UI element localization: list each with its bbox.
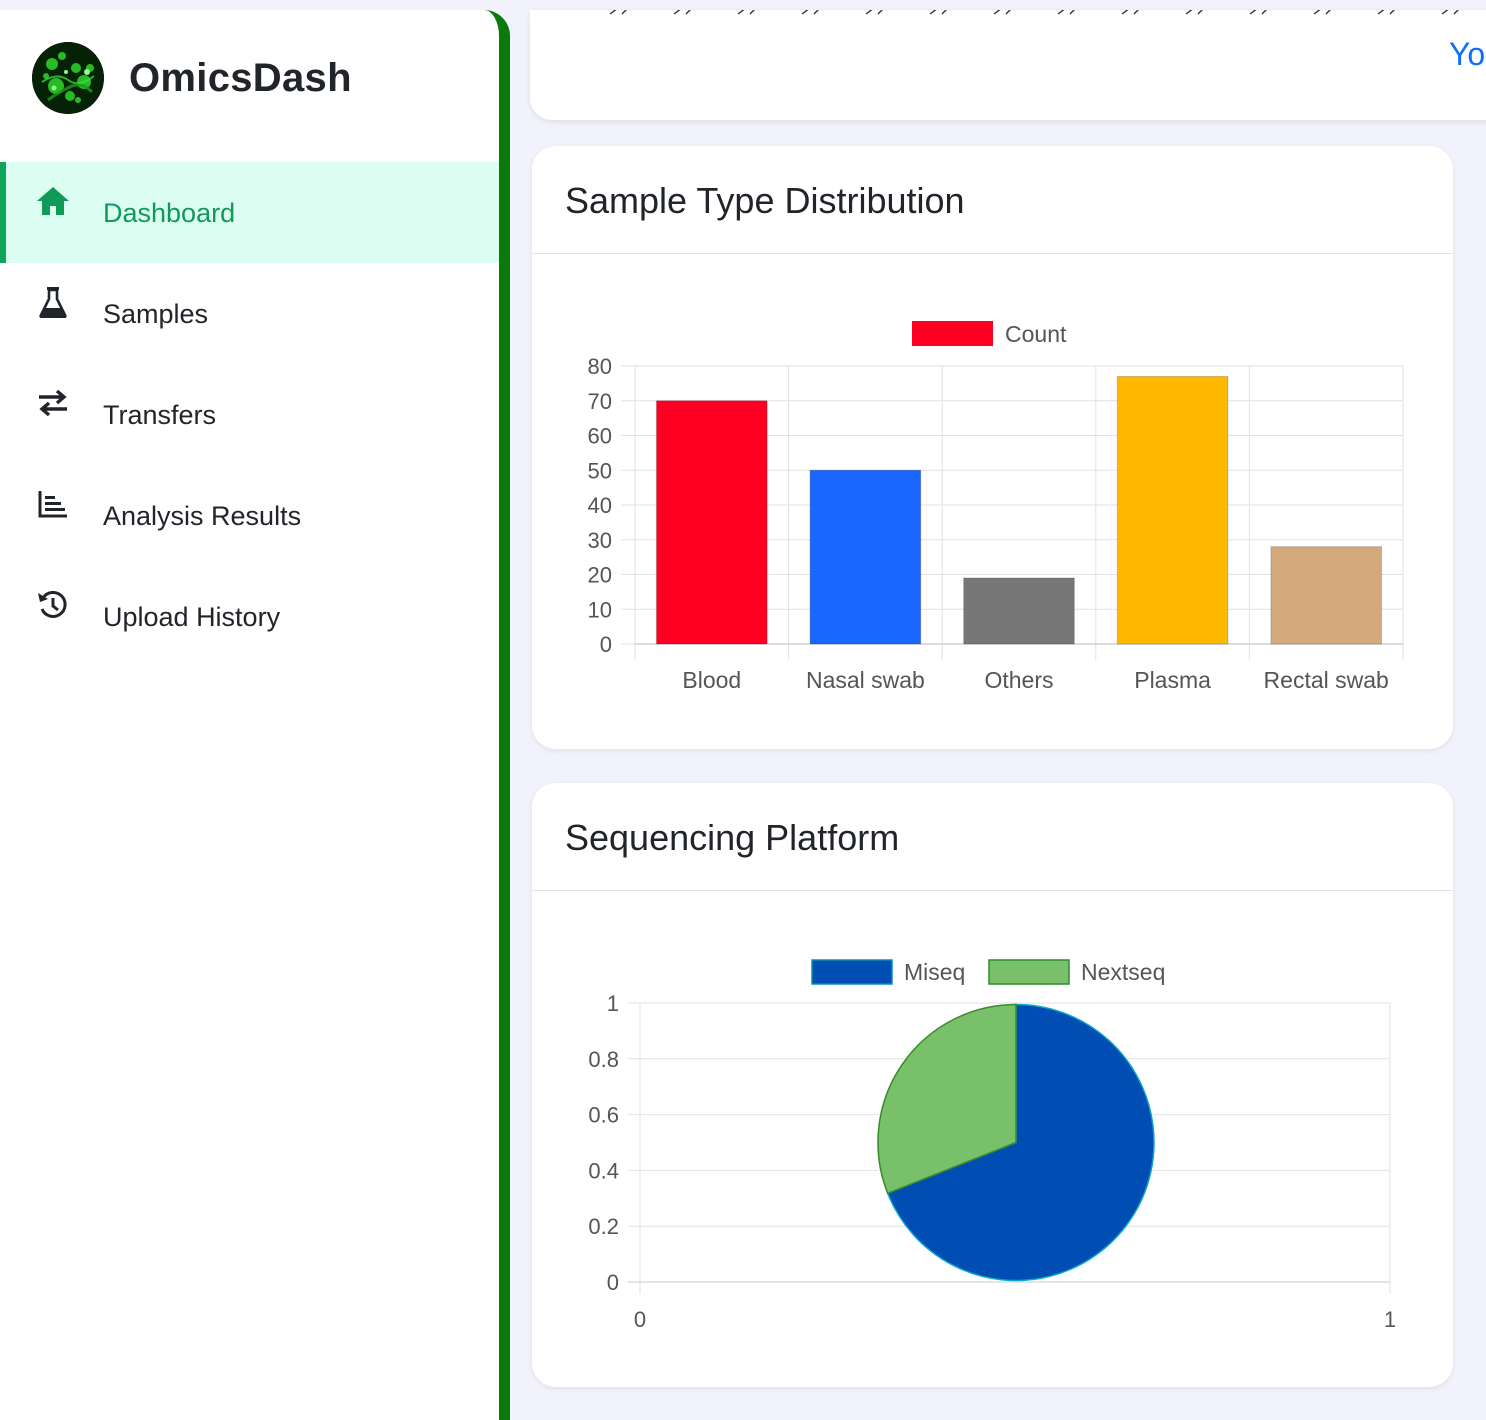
sample-type-bar-chart: Count 0 10 20 30 40 50 60 70 80 Blood Nasal swab Oth… xyxy=(588,321,1404,693)
brand-name: OmicsDash xyxy=(129,55,352,100)
sidebar-item-analysis-results[interactable]: Analysis Results xyxy=(0,465,499,566)
y-tick-label: 10 xyxy=(588,597,612,622)
bar-nasal-swab xyxy=(809,469,922,645)
legend-label: Nextseq xyxy=(1081,959,1165,985)
sidebar-item-upload-history[interactable]: Upload History xyxy=(0,566,499,667)
y-tick-label: 50 xyxy=(588,458,612,483)
y-tick-label: 80 xyxy=(588,354,612,379)
y-tick-label: 30 xyxy=(588,528,612,553)
history-icon xyxy=(36,588,70,622)
x-tick-label: 0 xyxy=(634,1307,646,1332)
platform-card: Sequencing Platform Miseq Nextseq 0 0.2 0.4 0… xyxy=(532,783,1453,1387)
top-card: Yo xyxy=(530,10,1486,120)
legend-label: Miseq xyxy=(904,959,965,985)
legend-swatch xyxy=(912,321,993,346)
sidebar-nav: Dashboard Samples Transfers Analysis Res… xyxy=(0,162,499,667)
x-tick-label: Plasma xyxy=(1134,667,1211,693)
sidebar-item-dashboard[interactable]: Dashboard xyxy=(0,162,499,263)
x-tick-label: 1 xyxy=(1384,1307,1396,1332)
flask-icon xyxy=(36,285,70,319)
home-icon xyxy=(36,184,70,218)
legend-label: Count xyxy=(1005,321,1067,347)
y-tick-label: 0.8 xyxy=(588,1047,619,1072)
x-tick-label: Nasal swab xyxy=(806,667,925,693)
sidebar-item-label: Samples xyxy=(103,299,209,329)
y-tick-label: 0.4 xyxy=(588,1158,619,1183)
cropped-axis-labels xyxy=(609,10,1459,15)
transfer-arrows-icon xyxy=(36,386,70,420)
sidebar-item-label: Upload History xyxy=(103,602,281,632)
y-tick-label: 20 xyxy=(588,563,612,588)
brand[interactable]: OmicsDash xyxy=(32,42,352,114)
sidebar-item-label: Transfers xyxy=(103,400,217,430)
bar-others xyxy=(963,577,1075,645)
sample-type-card: Sample Type Distribution Count 0 10 20 30 40 5… xyxy=(532,146,1453,749)
x-tick-label: Others xyxy=(984,667,1053,693)
y-tick-label: 70 xyxy=(588,389,612,414)
sidebar-item-label: Dashboard xyxy=(103,198,236,228)
logo xyxy=(32,42,104,114)
bar-rectal-swab xyxy=(1270,546,1382,645)
y-tick-label: 0 xyxy=(600,632,612,657)
sample-type-title: Sample Type Distribution xyxy=(532,146,1453,254)
bar-blood xyxy=(656,400,768,645)
sidebar-item-label: Analysis Results xyxy=(103,501,302,531)
y-tick-label: 0.2 xyxy=(588,1214,619,1239)
top-card-link[interactable]: Yo xyxy=(1449,36,1486,72)
sidebar-item-transfers[interactable]: Transfers xyxy=(0,364,499,465)
legend-swatch xyxy=(988,959,1070,985)
x-tick-label: Blood xyxy=(682,667,741,693)
y-tick-label: 0 xyxy=(607,1270,619,1295)
y-tick-label: 1 xyxy=(607,991,619,1016)
bar-chart-icon xyxy=(36,487,70,521)
x-tick-label: Rectal swab xyxy=(1264,667,1389,693)
legend-swatch xyxy=(811,959,893,985)
sidebar: OmicsDash Dashboard Samples Transfers An… xyxy=(0,10,510,1420)
y-tick-label: 60 xyxy=(588,424,612,449)
pie-slice-nextseq xyxy=(877,1003,1017,1195)
sidebar-item-samples[interactable]: Samples xyxy=(0,263,499,364)
y-tick-label: 0.6 xyxy=(588,1103,619,1128)
platform-pie-chart: Miseq Nextseq 0 0.2 0.4 0.6 0.8 1 0 1 xyxy=(588,959,1396,1332)
platform-title: Sequencing Platform xyxy=(532,783,1453,891)
pie-slice-miseq xyxy=(886,1003,1155,1282)
y-tick-label: 40 xyxy=(588,493,612,518)
bar-plasma xyxy=(1116,375,1229,645)
